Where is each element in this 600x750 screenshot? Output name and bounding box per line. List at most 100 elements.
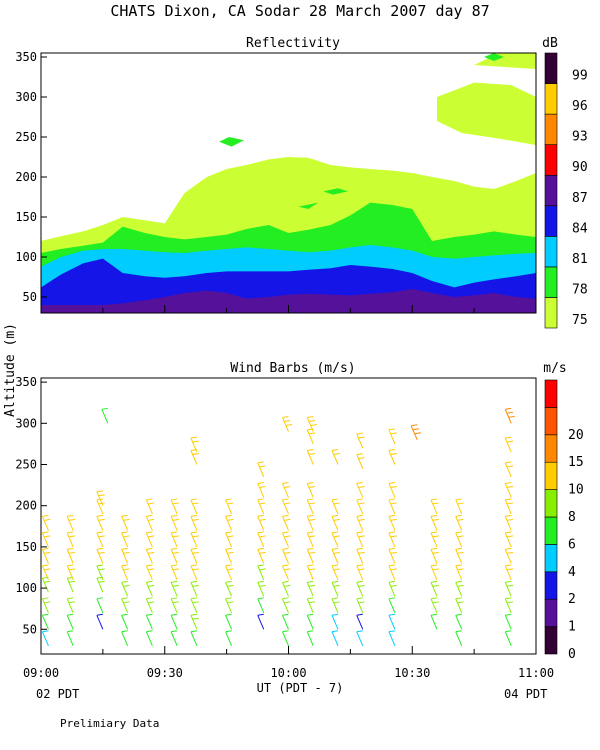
wind-barb-staff — [96, 516, 104, 531]
wind-barb-feather — [388, 547, 396, 550]
wind-barb-staff — [145, 565, 153, 581]
wind-barb-feather — [358, 551, 365, 554]
wind-barb-feather — [432, 568, 439, 571]
wind-barb-feather — [331, 630, 339, 633]
wind-barb-staff — [331, 565, 339, 581]
wind-barb-feather — [101, 407, 108, 410]
wind-barb-staff — [225, 598, 233, 614]
wind-barb-staff — [257, 499, 265, 515]
wind-barb — [66, 547, 76, 564]
wind-barb — [388, 613, 396, 630]
wind-barb-staff — [145, 615, 153, 630]
wind-barb — [504, 531, 514, 548]
wind-barb-feather — [457, 535, 464, 538]
wind-barb-staff — [41, 631, 49, 646]
wind-barb-staff — [455, 582, 463, 597]
wind-barb-feather — [171, 531, 178, 534]
wind-barb — [504, 407, 515, 424]
wind-barb-feather — [171, 547, 178, 550]
wind-barb-staff — [190, 437, 198, 453]
wind-barb-staff — [66, 631, 74, 646]
wind-barb-staff — [96, 565, 104, 581]
wind-barb-feather — [333, 502, 340, 505]
wind-barb-feather — [505, 461, 512, 464]
wind-barb-feather — [414, 432, 421, 435]
wind-barb — [306, 580, 316, 597]
wind-barb-staff — [121, 516, 129, 531]
wind-barb-staff — [145, 549, 153, 564]
wind-barb-feather — [457, 551, 464, 554]
reflectivity-colorbar-label: 93 — [572, 130, 588, 145]
wind-barb — [455, 613, 463, 630]
wind-barb-feather — [257, 580, 264, 583]
wind-barb-feather — [121, 597, 128, 600]
reflectivity-colorbar-label: 96 — [572, 99, 588, 114]
wind-barb-feather — [331, 547, 339, 550]
wind-barb-feather — [225, 514, 232, 517]
wind-barb-feather — [356, 613, 363, 616]
wind-barb-staff — [504, 499, 512, 515]
wind-barb — [282, 630, 289, 646]
wind-barbs — [41, 407, 515, 646]
wind-barb-feather — [172, 518, 180, 521]
wind-barb — [331, 630, 339, 646]
wind-barb-feather — [227, 502, 234, 505]
wind-barb — [190, 580, 199, 597]
wind-barb — [430, 580, 439, 597]
y-axis-label: Altitude (m) — [3, 323, 18, 417]
wind-barb-feather — [308, 584, 316, 587]
wind-barb — [190, 547, 199, 564]
wind-barb-feather — [42, 547, 49, 550]
wind-barb-feather — [308, 568, 316, 571]
wind-barb-feather — [67, 514, 74, 517]
wind-barb — [225, 597, 234, 614]
reflectivity-colorbar-swatch — [544, 144, 558, 176]
wind-barb-staff — [504, 462, 512, 478]
wind-barb-staff — [388, 615, 396, 630]
wind-barb-feather — [190, 597, 198, 600]
wind-barb-feather — [225, 597, 232, 600]
wind-barb-feather — [307, 481, 314, 484]
wind-barb-feather — [506, 518, 514, 521]
wind-barb-feather — [307, 613, 314, 616]
wind-barb-feather — [455, 613, 462, 616]
wind-barb-y-tick-label: 150 — [15, 540, 37, 554]
wind-barb-feather — [225, 498, 232, 501]
wind-barb-colorbar-unit: m/s — [543, 361, 566, 376]
wind-barb-feather — [505, 498, 512, 501]
wind-barb-feather — [307, 630, 314, 633]
wind-barb-feather — [388, 428, 396, 431]
wind-barb-y-tick-label: 350 — [15, 375, 37, 389]
wind-barb-feather — [257, 547, 264, 550]
wind-barb — [66, 531, 76, 548]
wind-barb-feather — [307, 531, 314, 534]
wind-barb-feather — [282, 613, 289, 616]
wind-barb-staff — [388, 499, 396, 515]
wind-barb — [306, 531, 316, 548]
wind-barb — [257, 597, 265, 614]
wind-barb-staff — [388, 565, 396, 581]
left-bottom-label: 02 PDT — [36, 687, 79, 701]
wind-barb-staff — [306, 450, 314, 465]
wind-barb-title: Wind Barbs (m/s) — [230, 361, 355, 376]
wind-barb-staff — [225, 631, 233, 646]
wind-barb-feather — [123, 518, 130, 521]
wind-barb-feather — [68, 568, 76, 571]
wind-barb-staff — [225, 615, 233, 630]
wind-barb-feather — [308, 453, 316, 456]
wind-barb-feather — [505, 630, 512, 633]
wind-barb — [96, 576, 105, 593]
wind-barb — [388, 449, 397, 465]
wind-barb-feather — [282, 514, 289, 517]
x-tick-label: 10:30 — [394, 666, 430, 680]
wind-barb-feather — [457, 502, 464, 505]
wind-barb — [257, 461, 266, 478]
wind-barb — [504, 613, 512, 630]
wind-barb — [430, 531, 439, 548]
wind-barb-staff — [504, 565, 512, 581]
wind-barb-staff — [306, 483, 314, 498]
wind-barb — [282, 531, 291, 548]
wind-barb — [306, 597, 316, 614]
wind-barb-feather — [121, 630, 128, 633]
wind-barb — [190, 514, 199, 531]
